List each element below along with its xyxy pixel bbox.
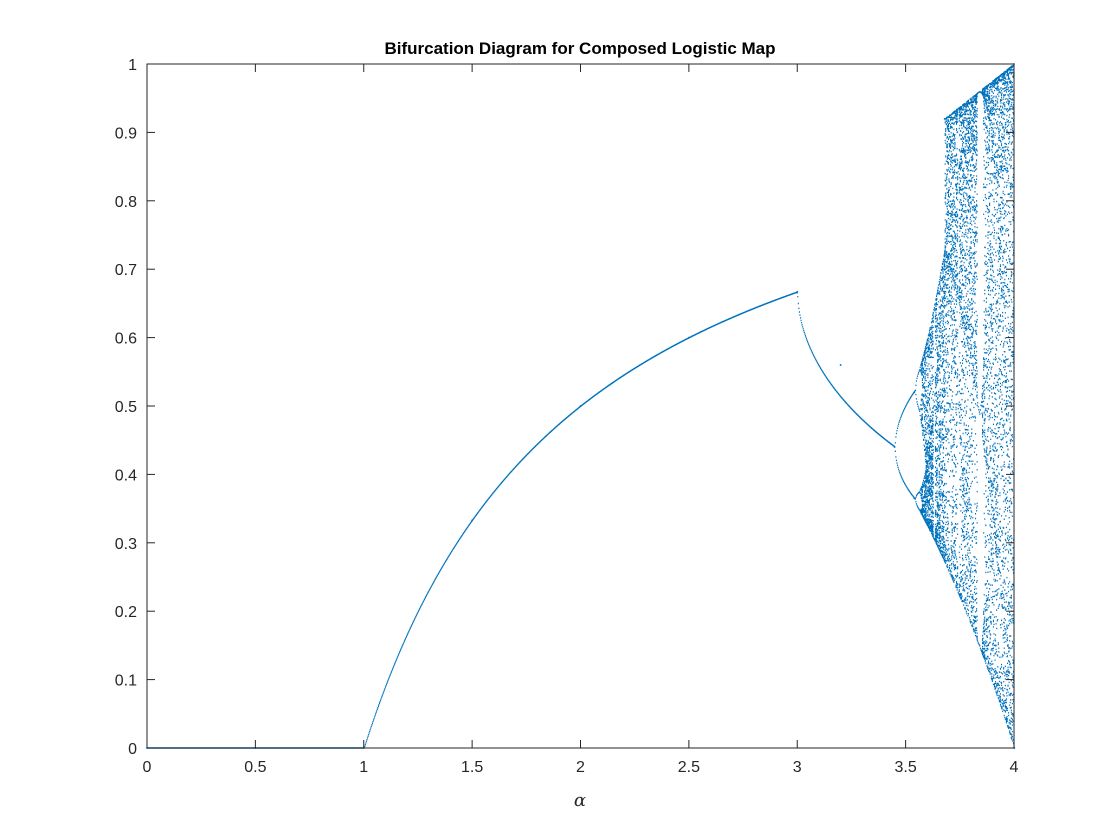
x-tick-label: 1 — [359, 759, 368, 776]
data-point — [579, 405, 582, 407]
y-tick-label: 0.5 — [115, 399, 137, 416]
x-axis-ticks: 0 0.5 1 1.5 2 2.5 3 3.5 4 — [143, 64, 1019, 776]
y-tick-label: 0.4 — [115, 467, 137, 484]
x-tick-label: 4 — [1010, 759, 1019, 776]
x-tick-label: 1.5 — [461, 759, 483, 776]
data-point — [893, 446, 896, 448]
x-tick-label: 2.5 — [678, 759, 700, 776]
y-tick-label: 0.8 — [115, 194, 137, 211]
x-tick-label: 2 — [576, 759, 585, 776]
y-tick-label: 1 — [128, 57, 137, 74]
y-tick-label: 0 — [128, 741, 137, 758]
data-point — [839, 364, 842, 366]
data-point — [687, 336, 690, 339]
y-tick-label: 0.2 — [115, 604, 137, 621]
data-point — [913, 391, 916, 394]
x-tick-label: 0 — [143, 759, 152, 776]
y-tick-label: 0.6 — [115, 331, 137, 348]
y-tick-label: 0.1 — [115, 673, 137, 690]
x-axis-label: α — [574, 790, 586, 811]
y-tick-label: 0.9 — [115, 125, 137, 142]
data-point — [796, 290, 799, 293]
x-tick-label: 0.5 — [244, 759, 266, 776]
data-point — [943, 117, 946, 120]
data-point — [471, 519, 474, 522]
y-tick-label: 0.7 — [115, 262, 137, 279]
y-tick-label: 0.3 — [115, 536, 137, 553]
x-tick-label: 3 — [793, 759, 802, 776]
y-axis-ticks: 0 0.1 0.2 0.3 0.4 0.5 0.6 0.7 0.8 0.9 1 — [115, 57, 1014, 758]
x-tick-label: 3.5 — [895, 759, 917, 776]
data-point — [913, 497, 916, 500]
chart-title: Bifurcation Diagram for Composed Logisti… — [384, 39, 775, 58]
